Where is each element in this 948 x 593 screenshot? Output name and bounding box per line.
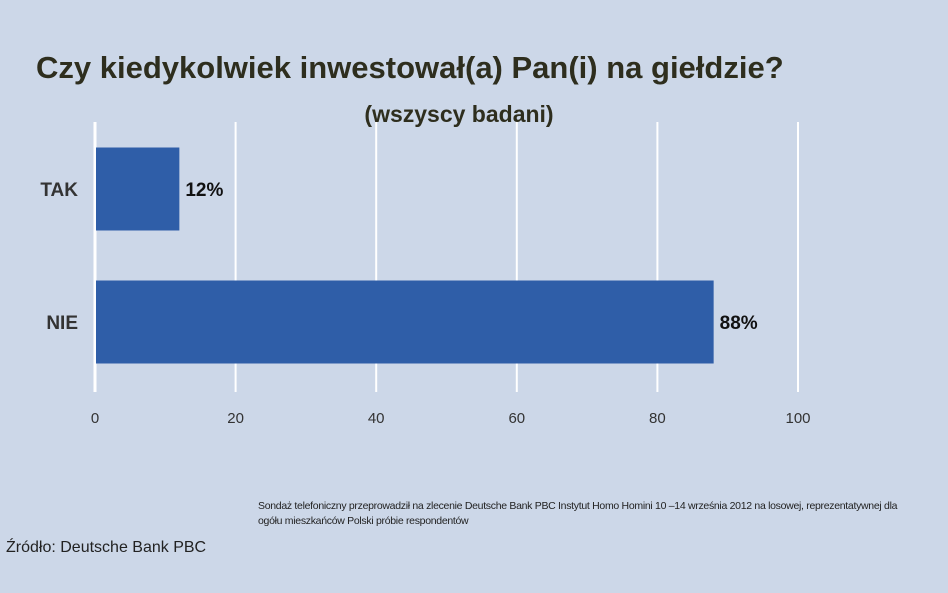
x-tick-label: 0 (91, 410, 99, 427)
category-label: TAK (40, 180, 78, 201)
x-tick-label: 40 (368, 410, 385, 427)
x-tick-labels: 0 20 40 60 80 100 (91, 410, 811, 427)
x-tick-label: 80 (649, 410, 666, 427)
bar-tak (96, 147, 180, 231)
bar-nie (96, 280, 714, 364)
source-label: Źródło: Deutsche Bank PBC (6, 539, 207, 556)
survey-footnote: Sondaż telefoniczny przeprowadził na zle… (258, 500, 898, 527)
value-label: 12% (185, 180, 223, 201)
value-labels: 12% 88% (185, 180, 757, 334)
value-label: 88% (720, 313, 758, 334)
chart-title: Czy kiedykolwiek inwestował(a) Pan(i) na… (36, 50, 784, 85)
bars (96, 147, 714, 364)
chart-subtitle: (wszyscy badani) (364, 101, 554, 127)
category-labels: TAK NIE (40, 180, 78, 334)
x-tick-label: 20 (227, 410, 244, 427)
x-tick-label: 60 (508, 410, 525, 427)
x-tick-label: 100 (785, 410, 810, 427)
category-label: NIE (46, 313, 78, 334)
